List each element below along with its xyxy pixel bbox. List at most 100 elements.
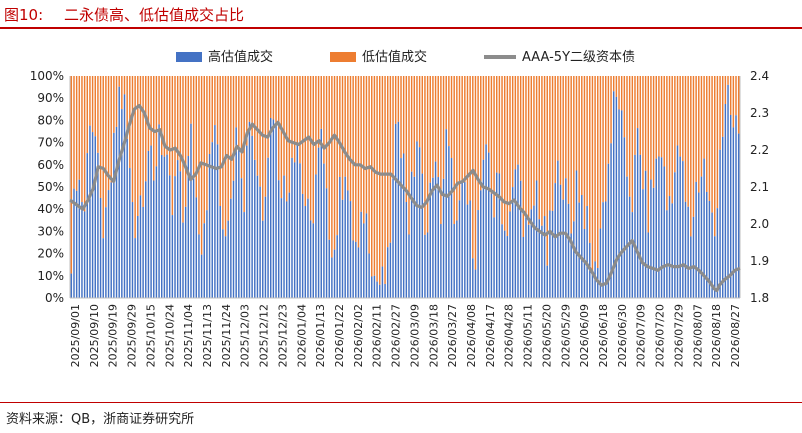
bar-high-segment <box>448 146 450 298</box>
bar-high-segment <box>97 152 99 298</box>
bar-high-segment <box>586 206 588 298</box>
bar-high-segment <box>243 212 245 298</box>
x-tick-label: 2026/08/27 <box>729 304 742 367</box>
bar-low-segment <box>573 76 575 222</box>
bar-high-segment <box>644 170 647 298</box>
bar-high-segment <box>522 237 525 298</box>
bar-high-segment <box>200 254 203 298</box>
bar-low-segment <box>187 76 190 157</box>
bar-low-segment <box>203 76 205 224</box>
bar-low-segment <box>293 76 296 163</box>
legend: 高估值成交 低估值成交 AAA-5Y二级资本债 <box>176 49 635 65</box>
bar-high-segment <box>232 180 235 298</box>
bar-high-segment <box>392 178 394 298</box>
bar-high-segment <box>105 207 107 298</box>
y-left-tick-label: 20% <box>37 247 64 261</box>
bar-high-segment <box>376 281 378 298</box>
bar-high-segment <box>206 210 208 298</box>
bar-low-segment <box>110 76 112 183</box>
bar-high-segment <box>336 235 338 298</box>
bar-low-segment <box>192 76 195 179</box>
bar-low-segment <box>75 76 78 191</box>
bar-high-segment <box>89 125 91 298</box>
bar-low-segment <box>729 76 732 115</box>
x-tick-label: 2026/07/09 <box>635 304 648 367</box>
bar-high-segment <box>599 228 602 298</box>
y-left-tick-label: 60% <box>37 158 64 172</box>
bar-high-segment <box>408 234 410 298</box>
bar-high-segment <box>549 210 551 298</box>
bar-low-segment <box>437 76 439 178</box>
bar-low-segment <box>461 76 463 181</box>
bar-high-segment <box>456 220 458 298</box>
bar-low-segment <box>453 76 455 225</box>
bar-low-segment <box>501 76 503 225</box>
bar-high-segment <box>147 150 150 298</box>
bar-low-segment <box>727 76 729 85</box>
bar-high-segment <box>405 202 408 298</box>
bar-low-segment <box>530 76 533 210</box>
bar-high-segment <box>554 183 556 298</box>
bar-high-segment <box>562 199 564 298</box>
bar-high-segment <box>551 210 554 298</box>
bar-high-segment <box>349 201 352 298</box>
bar-high-segment <box>91 132 94 298</box>
bar-low-segment <box>567 76 570 204</box>
bar-low-segment <box>570 76 572 234</box>
bar-low-segment <box>190 76 192 124</box>
bar-high-segment <box>519 180 522 298</box>
bar-low-segment <box>347 76 349 191</box>
bar-high-segment <box>222 229 224 298</box>
bar-low-segment <box>636 76 639 129</box>
bar-high-segment <box>145 181 147 298</box>
y-right-tick-label: 2.1 <box>750 180 769 194</box>
bar-high-segment <box>426 232 429 298</box>
bar-high-segment <box>559 184 562 298</box>
bar-low-segment <box>198 76 200 235</box>
bar-high-segment <box>615 96 618 298</box>
bar-low-segment <box>182 76 184 223</box>
bar-high-segment <box>102 238 104 298</box>
bar-high-segment <box>277 180 280 298</box>
bar-high-segment <box>288 192 291 298</box>
bar-high-segment <box>309 220 312 298</box>
bar-low-segment <box>477 76 479 211</box>
bar-high-segment <box>118 86 120 298</box>
x-tick-label: 2026/05/11 <box>522 304 535 367</box>
bar-low-segment <box>559 76 562 185</box>
bar-low-segment <box>248 76 251 122</box>
bar-high-segment <box>437 177 439 298</box>
bar-low-segment <box>381 76 384 267</box>
bar-high-segment <box>660 157 663 298</box>
bar-high-segment <box>301 193 304 298</box>
bar-high-segment <box>161 155 163 298</box>
bar-low-segment <box>78 76 81 180</box>
y-left-tick-label: 70% <box>37 136 64 150</box>
bar-high-segment <box>386 247 389 298</box>
bar-low-segment <box>349 76 352 202</box>
bar-low-segment <box>339 76 341 177</box>
bar-low-segment <box>288 76 291 193</box>
bar-low-segment <box>674 76 676 173</box>
bar-high-segment <box>424 234 426 298</box>
bar-low-segment <box>618 76 620 110</box>
bar-high-segment <box>668 196 671 298</box>
footer-rule <box>0 402 802 403</box>
bar-low-segment <box>145 76 147 182</box>
bar-high-segment <box>666 210 668 298</box>
legend-label-low: 低估值成交 <box>362 49 427 65</box>
bar-high-segment <box>86 153 89 298</box>
bar-low-segment <box>424 76 426 235</box>
bar-high-segment <box>642 189 644 298</box>
bar-high-segment <box>70 273 73 298</box>
title-rule <box>0 27 802 29</box>
bar-low-segment <box>137 76 139 216</box>
bar-low-segment <box>533 76 535 206</box>
bar-low-segment <box>222 76 224 230</box>
bar-low-segment <box>599 76 602 229</box>
bar-low-segment <box>102 76 104 239</box>
bar-high-segment <box>469 200 471 298</box>
bar-high-segment <box>139 195 142 298</box>
bar-low-segment <box>163 76 166 157</box>
bar-high-segment <box>251 135 253 298</box>
